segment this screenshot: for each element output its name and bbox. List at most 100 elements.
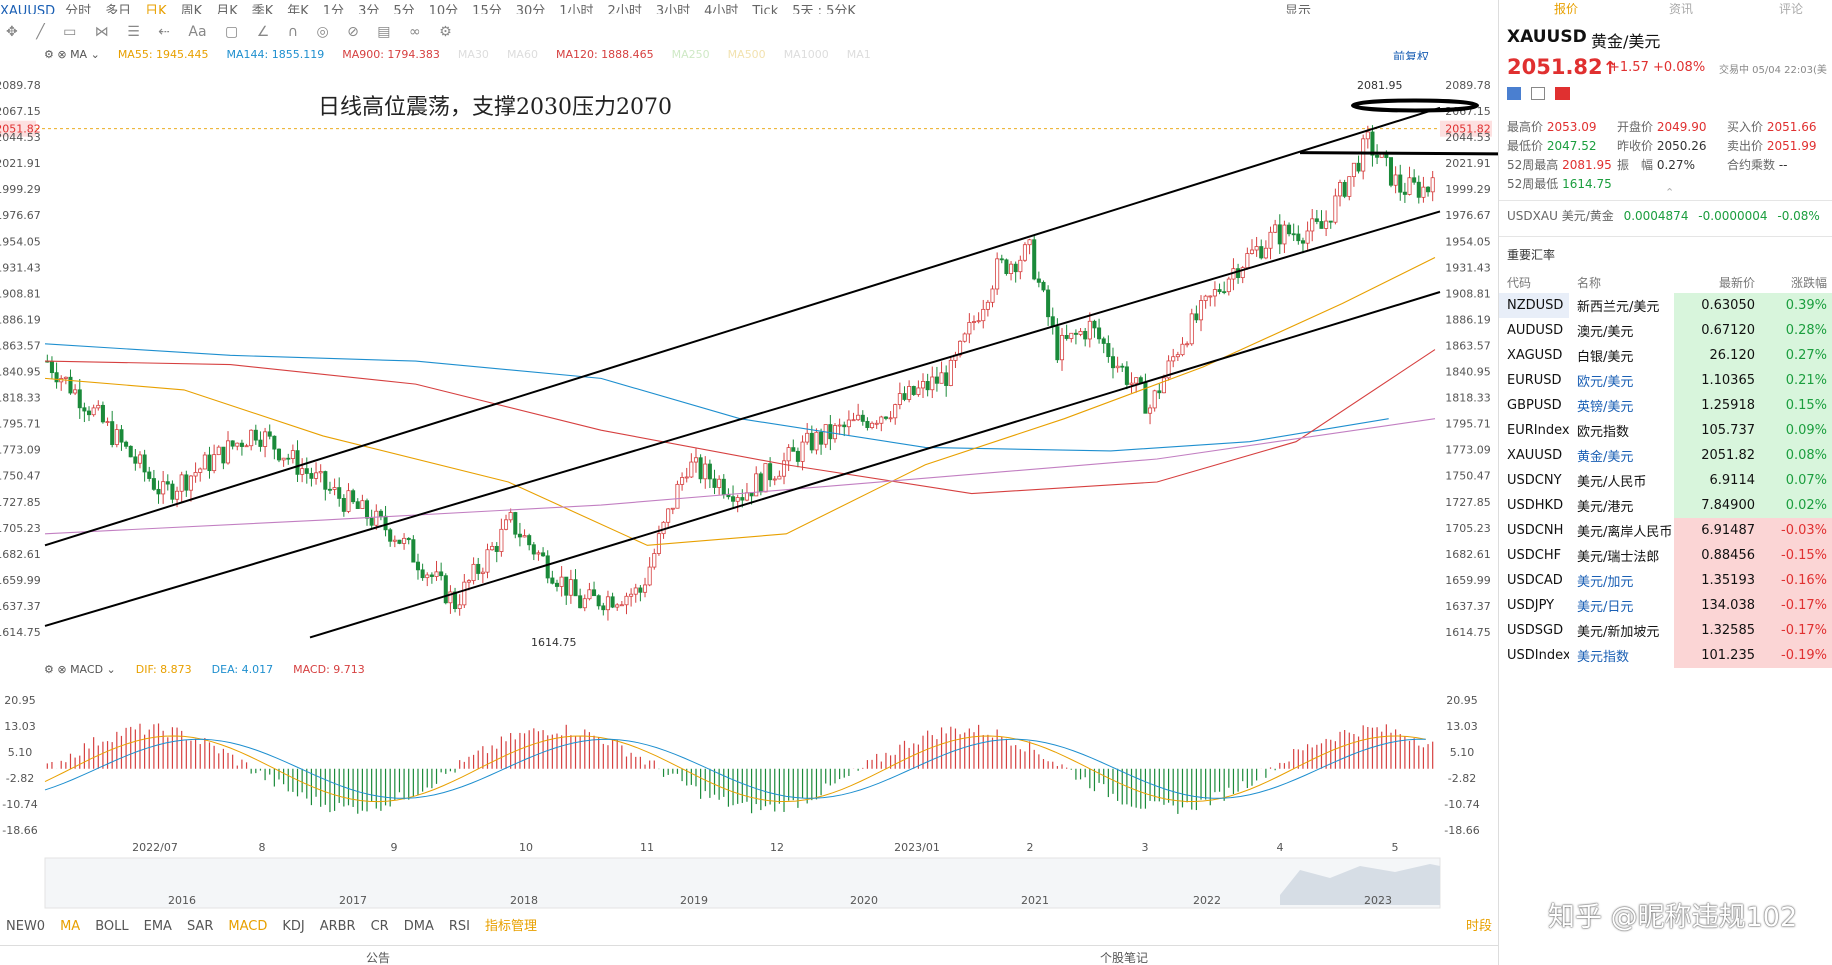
- ma-label[interactable]: ⚙ ⊗ MA ⌄: [44, 48, 100, 61]
- indicator-tab[interactable]: CR: [370, 919, 389, 934]
- fx-row[interactable]: AUDUSD 澳元/美元 0.67120 0.28%: [1499, 318, 1832, 343]
- favorite-icon[interactable]: [1555, 87, 1571, 100]
- indicator-tab[interactable]: NEW0: [6, 919, 46, 934]
- candle-body: [490, 545, 495, 551]
- candle-body: [888, 417, 893, 420]
- text-tool-icon[interactable]: Aa: [188, 24, 207, 40]
- indicator-tab[interactable]: SAR: [186, 919, 214, 934]
- period-tab[interactable]: 月K: [216, 4, 238, 14]
- tab-quote[interactable]: 报价: [1554, 2, 1579, 16]
- fx-price: 0.63050: [1674, 293, 1761, 318]
- period-tab[interactable]: 30分: [515, 4, 546, 14]
- candle-body: [795, 450, 800, 462]
- indicator-tab[interactable]: ARBR: [319, 919, 356, 934]
- indicator-tab[interactable]: MACD: [228, 919, 268, 934]
- indicator-tab[interactable]: EMA: [143, 919, 172, 934]
- indicator-tab[interactable]: KDJ: [282, 919, 305, 934]
- candle-body: [828, 424, 833, 440]
- fx-row[interactable]: GBPUSD 英镑/美元 1.25918 0.15%: [1499, 393, 1832, 418]
- notes-tab[interactable]: 个股笔记: [1100, 951, 1149, 965]
- period-tab[interactable]: 10分: [428, 4, 459, 14]
- indicator-tab[interactable]: BOLL: [95, 919, 129, 934]
- candle-body: [772, 478, 777, 481]
- fx-row[interactable]: USDCNY 美元/人民币 6.9114 0.07%: [1499, 468, 1832, 493]
- fx-row[interactable]: NZDUSD 新西兰元/美元 0.63050 0.39%: [1499, 293, 1832, 318]
- candle-body: [832, 425, 838, 440]
- period-tab[interactable]: 多日: [105, 4, 132, 14]
- col-price[interactable]: 最新价: [1718, 275, 1755, 290]
- fx-row[interactable]: USDIndex 美元指数 101.235 -0.19%: [1499, 643, 1832, 668]
- fx-row[interactable]: EURUSD 欧元/美元 1.10365 0.21%: [1499, 368, 1832, 393]
- period-tab[interactable]: 1小时: [559, 4, 594, 14]
- fx-row[interactable]: USDHKD 美元/港元 7.84900 0.02%: [1499, 493, 1832, 518]
- period-tab[interactable]: Tick: [752, 4, 779, 14]
- candle-body: [318, 471, 323, 474]
- col-code[interactable]: 代码: [1507, 275, 1532, 290]
- indicator-manage-button[interactable]: 指标管理: [484, 919, 537, 934]
- period-tab[interactable]: 年K: [287, 4, 309, 14]
- rect-tool-icon[interactable]: ▭: [63, 24, 77, 40]
- fx-row[interactable]: USDCNH 美元/离岸人民币 6.91487 -0.03%: [1499, 518, 1832, 543]
- period-tab[interactable]: 2小时: [607, 4, 642, 14]
- fork-tool-icon[interactable]: ⋈: [94, 24, 109, 40]
- indicator-tab[interactable]: RSI: [448, 919, 470, 934]
- period-tab[interactable]: 4小时: [704, 4, 739, 14]
- price-axis-label-left: 1682.61: [0, 548, 41, 561]
- period-tab[interactable]: 5分: [393, 4, 415, 14]
- period-tab[interactable]: 3分: [358, 4, 380, 14]
- macd-axis-label-left: -18.66: [2, 824, 37, 837]
- fx-row[interactable]: XAGUSD 白银/美元 26.120 0.27%: [1499, 343, 1832, 368]
- period-tab[interactable]: 3小时: [655, 4, 691, 14]
- tab-news[interactable]: 资讯: [1669, 2, 1694, 16]
- collapse-icon[interactable]: ⌃: [1665, 186, 1675, 199]
- candlestick-chart[interactable]: 2089.782089.782067.152067.152051.822051.…: [0, 0, 1498, 915]
- link-icon[interactable]: ∞: [408, 24, 421, 40]
- indicator-tab[interactable]: DMA: [403, 919, 434, 934]
- fib-tool-icon[interactable]: ☰: [127, 24, 140, 40]
- period-tab[interactable]: 季K: [251, 4, 274, 14]
- candle-body: [837, 424, 842, 427]
- fx-row[interactable]: EURIndex 欧元指数 105.737 0.09%: [1499, 418, 1832, 443]
- period-tab[interactable]: 1分: [322, 4, 345, 14]
- trash-icon[interactable]: ▤: [377, 24, 391, 40]
- fx-row[interactable]: USDJPY 美元/日元 134.038 -0.17%: [1499, 593, 1832, 618]
- symbol-label[interactable]: XAUUSD: [0, 4, 56, 14]
- period-tab[interactable]: 分时: [65, 4, 92, 14]
- note-icon[interactable]: [1531, 87, 1546, 100]
- settings-icon[interactable]: ⚙: [439, 24, 452, 40]
- chart-icon[interactable]: [1507, 87, 1521, 100]
- fx-row[interactable]: XAUUSD 黄金/美元 2051.82 0.08%: [1499, 443, 1832, 468]
- fx-row[interactable]: USDSGD 美元/新加坡元 1.32585 -0.17%: [1499, 618, 1832, 643]
- line-tool-icon[interactable]: ╱: [36, 24, 45, 40]
- time-share-button[interactable]: 时段: [1466, 919, 1493, 934]
- candle-body: [179, 474, 184, 492]
- overview-strip: [44, 857, 1441, 909]
- comment-tool-icon[interactable]: ▢: [225, 24, 239, 40]
- period-tab[interactable]: 15分: [472, 4, 502, 14]
- fx-row[interactable]: USDCHF 美元/瑞士法郎 0.88456 -0.15%: [1499, 543, 1832, 568]
- candle-body: [1245, 253, 1250, 269]
- col-name[interactable]: 名称: [1577, 275, 1602, 290]
- magnet-icon[interactable]: ∩: [287, 24, 298, 40]
- candle-body: [494, 545, 499, 552]
- fx-row[interactable]: USDCAD 美元/加元 1.35193 -0.16%: [1499, 568, 1832, 593]
- fx-change: 0.28%: [1761, 318, 1832, 343]
- candle-body: [165, 481, 170, 485]
- period-tab[interactable]: 日K: [145, 4, 167, 14]
- pen-tool-icon[interactable]: ∠: [256, 24, 270, 40]
- fx-code: XAGUSD: [1507, 348, 1563, 363]
- eye-icon[interactable]: ◎: [316, 24, 329, 40]
- candle-body: [1328, 220, 1333, 223]
- display-menu[interactable]: 显示: [1285, 4, 1312, 14]
- col-change[interactable]: 涨跌幅: [1790, 275, 1827, 290]
- lock-icon[interactable]: ⊘: [347, 24, 359, 40]
- period-tab[interactable]: 5天 : 5分K: [792, 4, 856, 14]
- arrow-tool-icon[interactable]: ⇠: [158, 24, 170, 40]
- notice-tab[interactable]: 公告: [366, 951, 391, 965]
- indicator-tab[interactable]: MA: [60, 919, 81, 934]
- candle-body: [638, 587, 643, 593]
- candle-body: [1356, 162, 1361, 172]
- period-tab[interactable]: 周K: [180, 4, 203, 14]
- tab-comments[interactable]: 评论: [1779, 2, 1804, 16]
- crosshair-icon[interactable]: ✥: [6, 24, 18, 40]
